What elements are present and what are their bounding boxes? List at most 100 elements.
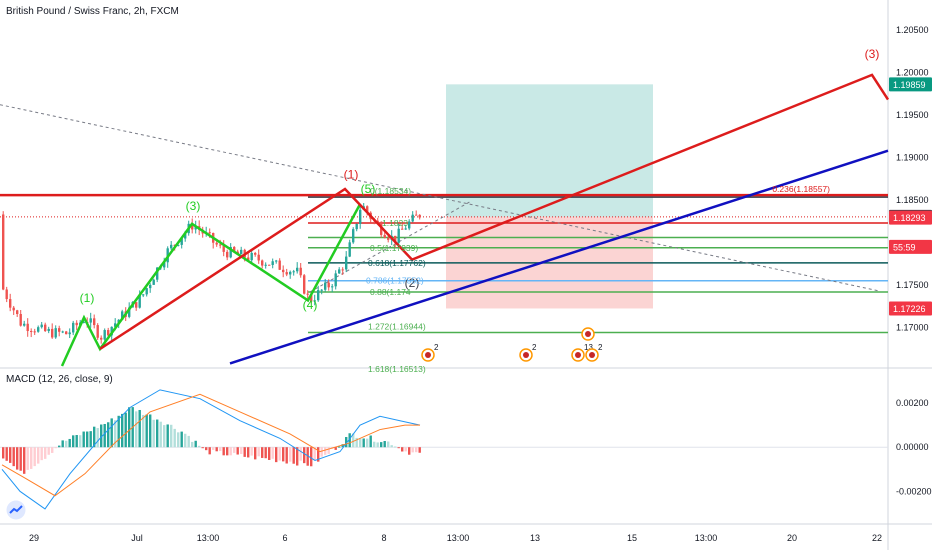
- macd-histogram-bar: [264, 447, 267, 459]
- candle-body: [415, 214, 418, 216]
- candle-body: [397, 228, 400, 243]
- candle-body: [121, 311, 124, 320]
- macd-histogram-bar: [373, 441, 376, 448]
- candle-body: [334, 273, 337, 287]
- candle-body: [142, 294, 145, 296]
- candle-body: [128, 307, 131, 317]
- candle-body: [282, 269, 285, 273]
- macd-histogram-bar: [275, 447, 278, 463]
- candle-body: [348, 242, 351, 257]
- candle-body: [68, 332, 71, 335]
- candle-body: [222, 245, 225, 252]
- candle-body: [299, 267, 302, 276]
- candle-body: [317, 290, 320, 301]
- macd-histogram-bar: [366, 438, 369, 448]
- macd-histogram-bar: [194, 440, 197, 448]
- candle-body: [345, 256, 348, 270]
- macd-histogram-bar: [79, 435, 82, 448]
- macd-histogram-bar: [30, 447, 33, 469]
- candle-body: [366, 206, 369, 213]
- candles: [2, 203, 421, 346]
- macd-histogram-bar: [205, 447, 208, 451]
- macd-histogram-bar: [44, 447, 47, 459]
- candle-body: [163, 262, 166, 268]
- candle-body: [26, 323, 29, 332]
- candle-body: [149, 284, 152, 289]
- candle-body: [296, 267, 299, 272]
- macd-histogram-bar: [212, 447, 215, 450]
- candle-body: [292, 271, 295, 273]
- macd-histogram-bar: [233, 447, 236, 453]
- price-tick-label: 1.19500: [896, 110, 929, 120]
- candle-body: [418, 214, 421, 218]
- macd-histogram-bar: [72, 435, 75, 448]
- fib-label: 0(1.18534): [370, 186, 411, 196]
- candle-body: [387, 237, 390, 240]
- macd-histogram-bar: [390, 445, 393, 448]
- candle-body: [254, 252, 257, 255]
- time-tick-label: 22: [872, 533, 882, 543]
- macd-histogram-bar: [257, 447, 260, 457]
- macd-histogram-bar: [89, 431, 92, 448]
- fib-label: 0.236(1.18557): [772, 184, 830, 194]
- candle-body: [37, 327, 40, 332]
- macd-histogram-bar: [208, 447, 211, 455]
- macd-histogram-bar: [26, 447, 29, 470]
- candle-body: [30, 331, 33, 333]
- tradingview-logo-icon: [6, 500, 26, 520]
- macd-histogram-bar: [215, 447, 218, 452]
- macd-histogram-bar: [362, 438, 365, 448]
- price-tag-label: 1.19859: [893, 80, 926, 90]
- time-tick-label: 15: [627, 533, 637, 543]
- macd-histogram-bar: [236, 447, 239, 455]
- horizontal-levels: [0, 104, 888, 334]
- candle-body: [320, 289, 323, 291]
- fib-label: 0.786(1.17552): [366, 276, 424, 286]
- macd-histogram-bar: [418, 447, 421, 453]
- macd-histogram-bar: [61, 440, 64, 448]
- macd-histogram-bar: [352, 433, 355, 448]
- time-tick-label: 13:00: [447, 533, 470, 543]
- macd-histogram-bar: [110, 418, 113, 448]
- macd-histogram-bar: [86, 431, 89, 448]
- macd-histogram-bar: [250, 447, 253, 456]
- macd-histogram-bar: [145, 414, 148, 448]
- candle-body: [327, 282, 330, 288]
- candle-body: [180, 238, 183, 245]
- time-tick-label: 8: [381, 533, 386, 543]
- candle-body: [156, 267, 159, 280]
- symbol-title: British Pound / Swiss Franc, 2h, FXCM: [6, 6, 179, 17]
- macd-histogram-bar: [310, 447, 313, 467]
- macd-histogram-bar: [103, 423, 106, 448]
- candle-body: [404, 228, 407, 230]
- price-tag-label: 1.18293: [893, 213, 926, 223]
- candle-body: [138, 295, 141, 308]
- macd-histogram-bar: [285, 447, 288, 464]
- candle-body: [58, 328, 61, 332]
- macd-histogram-bar: [380, 442, 383, 448]
- time-tick-label: 6: [282, 533, 287, 543]
- macd-histogram-bar: [222, 447, 225, 456]
- green-wave-line: [60, 203, 362, 367]
- candle-body: [408, 221, 411, 229]
- candle-body: [352, 229, 355, 243]
- candle-body: [341, 269, 344, 271]
- candle-body: [191, 223, 194, 230]
- macd-histogram-bar: [229, 447, 232, 456]
- macd-histogram-bar: [149, 414, 152, 448]
- candle-body: [226, 251, 229, 258]
- candle-body: [380, 224, 383, 235]
- candle-body: [359, 209, 362, 224]
- macd-histogram-bar: [394, 446, 397, 448]
- macd-histogram-bar: [317, 447, 320, 462]
- candle-body: [383, 234, 386, 238]
- macd-histogram-bar: [226, 447, 229, 456]
- candle-body: [75, 322, 78, 326]
- candle-body: [278, 260, 281, 270]
- macd-histogram-bar: [198, 445, 201, 448]
- macd-tick-label: -0.00200: [896, 486, 932, 496]
- candle-body: [100, 337, 103, 340]
- price-tick-label: 1.18500: [896, 195, 929, 205]
